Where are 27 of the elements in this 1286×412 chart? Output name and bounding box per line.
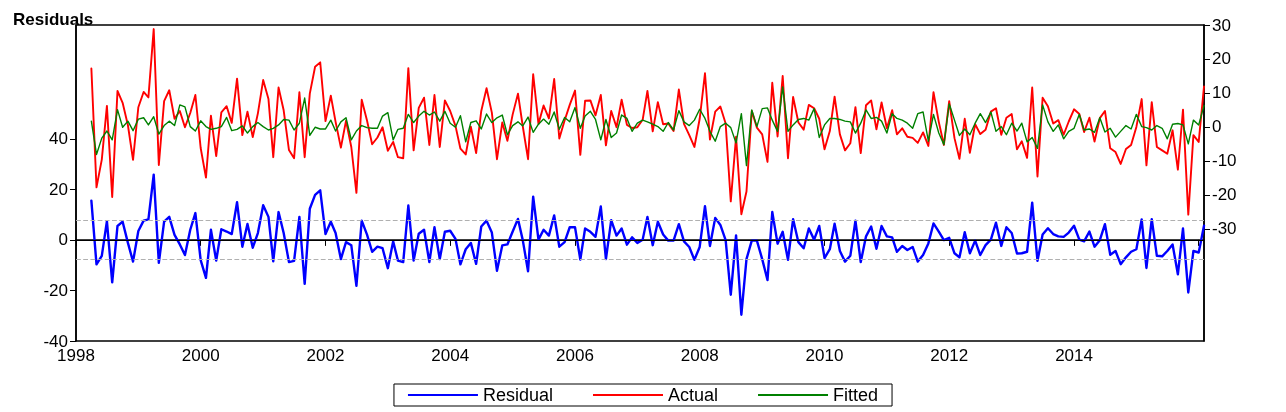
y2-tick-label: 10	[1212, 83, 1231, 103]
y-tick-label: 0	[58, 230, 68, 250]
x-tick-label: 2008	[680, 346, 719, 365]
y-tick-label: 20	[49, 179, 68, 199]
x-tick-label: 1998	[57, 346, 95, 365]
x-tick-label: 2000	[181, 346, 220, 365]
y-tick-label: -20	[43, 280, 68, 300]
line-series	[90, 86, 1205, 167]
y2-tick-label: -20	[1212, 185, 1237, 205]
y2-tick-label: 30	[1212, 15, 1231, 35]
y2-tick-label: -10	[1212, 151, 1237, 171]
chart-title: Residuals	[13, 10, 94, 29]
x-tick-label: 2006	[556, 346, 594, 365]
x-tick-label: 2014	[1055, 346, 1093, 365]
x-tick-label: 2012	[930, 346, 969, 365]
line-series	[90, 28, 1205, 216]
x-tick-label: 2002	[306, 346, 345, 365]
legend-label: Actual	[668, 385, 719, 405]
y-tick-label: 40	[49, 129, 68, 149]
line-series	[90, 173, 1206, 316]
y2-tick-label: -30	[1212, 219, 1237, 239]
legend-label: Residual	[482, 385, 553, 405]
legend-label: Fitted	[833, 385, 879, 405]
y2-tick-label: 20	[1212, 49, 1231, 69]
y2-tick-label: 0	[1212, 117, 1222, 137]
x-tick-label: 2004	[431, 346, 470, 365]
x-tick-label: 2010	[805, 346, 844, 365]
